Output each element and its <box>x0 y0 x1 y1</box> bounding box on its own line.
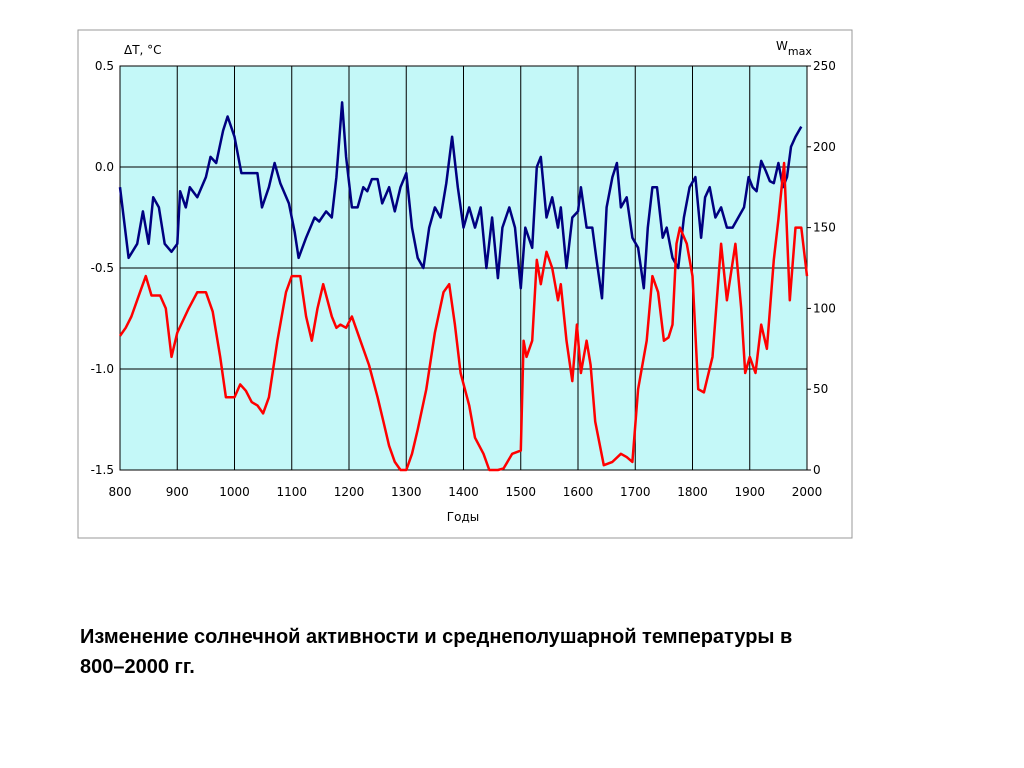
y2-axis-label-main: W <box>776 39 788 53</box>
y-tick-label: 0.5 <box>95 59 114 73</box>
y-axis-label: ΔT, °C <box>124 43 162 57</box>
x-tick-label: 900 <box>166 485 189 499</box>
series-line <box>118 101 803 300</box>
y2-axis-label: Wmax <box>776 39 812 58</box>
caption: Изменение солнечной активности и среднеп… <box>80 626 793 678</box>
chart: ΔT, °C Wmax Годы 800 900 1000 1100 1200 1300 1… <box>77 29 853 539</box>
x-tick-label: 1600 <box>563 485 594 499</box>
x-tick-label: 1400 <box>448 485 479 499</box>
y-tick-label: -1.0 <box>91 362 114 376</box>
y-tick-label: 0.0 <box>95 160 114 174</box>
x-tick-label: 1100 <box>276 485 307 499</box>
x-tick-label: 1800 <box>677 485 708 499</box>
y-tick-label: -1.5 <box>91 463 114 477</box>
x-tick-label: 2000 <box>792 485 823 499</box>
x-tick-label: 1000 <box>219 485 250 499</box>
x-tick-label: 1500 <box>505 485 536 499</box>
y2-tick-label: 250 <box>813 59 836 73</box>
y2-axis-label-sub: max <box>788 45 812 58</box>
y2-tick-label: 100 <box>813 301 836 315</box>
y2-tick-label: 50 <box>813 382 828 396</box>
y2-tick-label: 200 <box>813 140 836 154</box>
series-line <box>118 161 809 472</box>
x-axis-label: Годы <box>447 510 479 524</box>
x-tick-label: 1300 <box>391 485 422 499</box>
x-tick-label: 1700 <box>620 485 651 499</box>
x-tick-label: 1200 <box>334 485 365 499</box>
y-tick-label: -0.5 <box>91 261 114 275</box>
x-tick-label: 1900 <box>734 485 765 499</box>
y2-tick-label: 150 <box>813 221 836 235</box>
y2-tick-label: 0 <box>813 463 821 477</box>
x-tick-label: 800 <box>109 485 132 499</box>
